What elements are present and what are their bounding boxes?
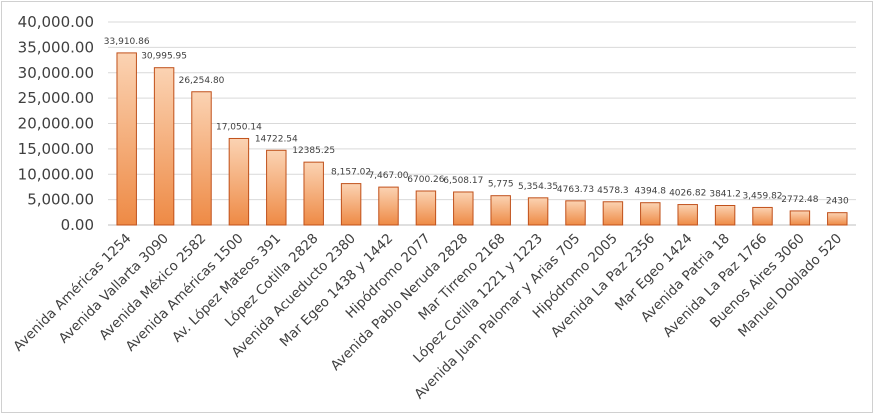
y-tick-label: 10,000.00 (18, 165, 94, 183)
y-tick-label: 35,000.00 (18, 38, 94, 56)
y-tick-label: 30,000.00 (18, 64, 94, 82)
bar (714, 205, 736, 226)
bar (677, 204, 698, 226)
y-tick-label: 0.00 (61, 216, 94, 234)
data-label: 26,254.80 (179, 76, 225, 86)
data-label: 3841.2 (709, 190, 741, 200)
bar (827, 212, 848, 226)
y-axis-ticks: 0.00 5,000.00 10,000.00 15,000.00 20,000.00 2… (18, 13, 94, 234)
y-tick-label: 20,000.00 (18, 115, 94, 133)
y-tick-label: 25,000.00 (18, 89, 94, 107)
data-label: 6,508.17 (443, 176, 483, 186)
bar (266, 149, 287, 226)
data-labels: 33,910.86 30,995.95 26,254.80 17,050.14 1472… (104, 37, 849, 207)
data-label: 4578.3 (597, 186, 629, 196)
bar (415, 190, 437, 226)
bar (752, 206, 773, 226)
data-label: 3,459.82 (742, 191, 782, 201)
bar (602, 201, 624, 226)
data-label: 4394.8 (635, 187, 667, 197)
y-tick-label: 15,000.00 (18, 140, 94, 158)
bar (191, 91, 212, 226)
y-tick-label: 5,000.00 (27, 191, 94, 209)
data-label: 5,775 (488, 180, 514, 190)
data-label: 12385.25 (292, 146, 335, 156)
bar (490, 195, 511, 226)
bars (116, 52, 848, 226)
bar (303, 161, 324, 226)
data-label: 30,995.95 (141, 52, 187, 62)
data-label: 6700.26 (407, 175, 444, 185)
bar (640, 202, 661, 226)
bar (565, 200, 586, 226)
bar (453, 191, 474, 226)
data-label: 33,910.86 (104, 37, 150, 47)
data-label: 4026.82 (669, 189, 706, 199)
bar (340, 183, 362, 226)
data-label: 8,157.02 (331, 168, 371, 178)
data-label: 7,467.00 (368, 171, 408, 181)
bar (228, 137, 250, 226)
bar (789, 210, 811, 226)
data-label: 2772.48 (781, 195, 818, 205)
bar (527, 197, 549, 226)
data-label: 4763.73 (557, 185, 594, 195)
data-label: 17,050.14 (216, 122, 262, 132)
data-label: 14722.54 (255, 134, 298, 144)
data-label: 2430 (826, 197, 849, 207)
data-label: 5,354.35 (518, 182, 558, 192)
bar (153, 67, 175, 226)
y-tick-label: 40,000.00 (18, 13, 94, 31)
bar (116, 52, 137, 226)
bar (378, 186, 399, 226)
